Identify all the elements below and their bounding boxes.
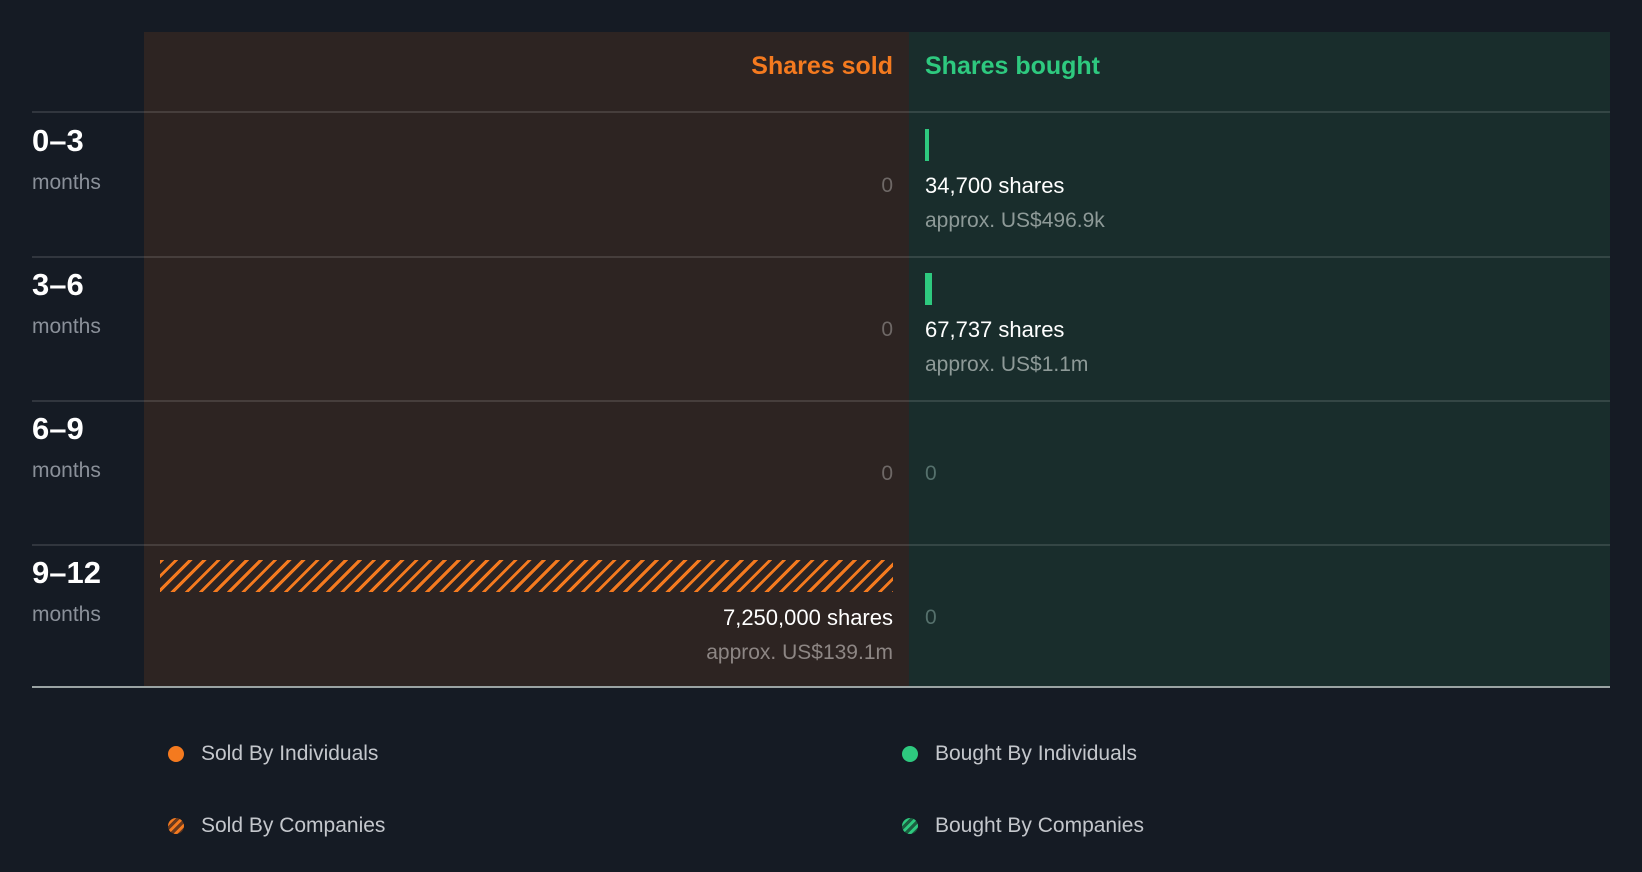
- period-unit: months: [32, 171, 101, 194]
- green-hatched-dot-icon: [902, 818, 918, 834]
- bought-panel: [909, 32, 1610, 687]
- period-unit: months: [32, 315, 101, 338]
- legend-sold-companies: Sold By Companies: [168, 814, 385, 838]
- bought-value: 0: [925, 462, 937, 485]
- sold-value: 0: [881, 174, 893, 197]
- sold-companies-bar: [160, 560, 893, 592]
- row-divider: [32, 544, 1610, 546]
- period-unit: months: [32, 459, 101, 482]
- table-row-6-9-months: 6–9 months 0 0: [0, 401, 1642, 545]
- legend-bought-individuals: Bought By Individuals: [902, 742, 1137, 766]
- shares-sold-header: Shares sold: [751, 52, 893, 80]
- sold-value: 0: [881, 462, 893, 485]
- sold-value: 0: [881, 318, 893, 341]
- period-unit: months: [32, 603, 101, 626]
- row-divider: [32, 400, 1610, 402]
- bought-value: 0: [925, 606, 937, 629]
- period-range: 6–9: [32, 411, 84, 446]
- shares-bought-header: Shares bought: [925, 52, 1101, 80]
- sold-approx-value: approx. US$139.1m: [706, 641, 893, 664]
- orange-dot-icon: [168, 746, 184, 762]
- period-range: 9–12: [32, 555, 101, 590]
- period-range: 3–6: [32, 267, 84, 302]
- legend-label: Sold By Companies: [201, 814, 386, 837]
- legend-label: Bought By Individuals: [935, 742, 1137, 765]
- table-row-9-12-months: 9–12 months 7,250,000 shares approx. US$…: [0, 545, 1642, 689]
- legend-bought-companies: Bought By Companies: [902, 814, 1144, 838]
- period-range: 0–3: [32, 123, 84, 158]
- table-row-3-6-months: 3–6 months 0 67,737 shares approx. US$1.…: [0, 257, 1642, 401]
- row-divider: [32, 256, 1610, 258]
- legend-label: Sold By Individuals: [201, 742, 379, 765]
- orange-hatched-dot-icon: [168, 818, 184, 834]
- legend-sold-individuals: Sold By Individuals: [168, 742, 378, 766]
- bought-shares: 67,737 shares: [925, 317, 1065, 342]
- table-row-0-3-months: 0–3 months 0 34,700 shares approx. US$49…: [0, 113, 1642, 257]
- bought-approx-value: approx. US$496.9k: [925, 209, 1105, 232]
- row-divider: [32, 111, 1610, 113]
- bought-individuals-bar: [925, 129, 929, 161]
- chart-baseline: [32, 686, 1610, 688]
- bought-individuals-bar: [925, 273, 932, 305]
- bought-shares: 34,700 shares: [925, 173, 1065, 198]
- bought-approx-value: approx. US$1.1m: [925, 353, 1089, 376]
- legend-label: Bought By Companies: [935, 814, 1144, 837]
- sold-shares: 7,250,000 shares: [722, 605, 893, 630]
- green-dot-icon: [902, 746, 918, 762]
